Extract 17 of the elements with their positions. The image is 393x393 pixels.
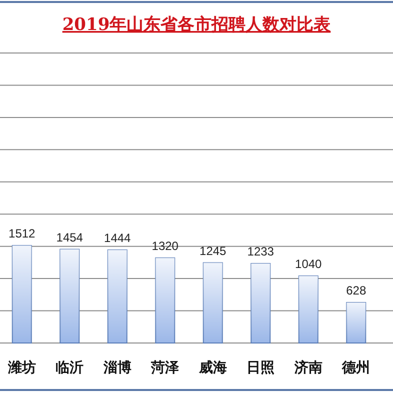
- x-tick-label: 菏泽: [150, 360, 180, 376]
- chart-title: 2019年山东省各市招聘人数对比表: [62, 15, 332, 35]
- data-label: 1245: [200, 244, 227, 258]
- x-tick-label: 济南: [293, 359, 322, 376]
- x-tick-label: 威海: [198, 360, 227, 376]
- data-label: 628: [346, 284, 366, 298]
- data-label: 1454: [56, 230, 84, 244]
- data-label: 1233: [247, 244, 274, 259]
- data-label: 1320: [152, 238, 179, 253]
- x-tick-label: 临沂: [56, 360, 84, 376]
- data-label: 1512: [8, 226, 36, 241]
- x-tick-label: 潍坊: [6, 359, 36, 376]
- data-label: 1444: [104, 230, 132, 245]
- x-tick-label: 德州: [341, 360, 370, 376]
- x-tick-label: 日照: [246, 360, 275, 376]
- x-tick-label: 淄博: [102, 360, 132, 376]
- data-label: 1040: [295, 256, 322, 271]
